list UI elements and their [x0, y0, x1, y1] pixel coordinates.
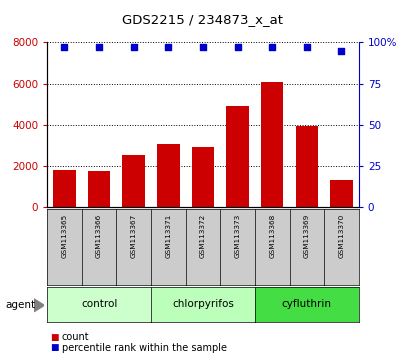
Bar [157, 144, 179, 207]
Text: GSM113366: GSM113366 [96, 214, 102, 258]
Text: GSM113367: GSM113367 [130, 214, 136, 258]
Bar [53, 170, 76, 207]
Bar [226, 106, 248, 207]
Point [61, 45, 67, 50]
Bar [88, 171, 110, 207]
Point [337, 48, 344, 53]
Text: GDS2215 / 234873_x_at: GDS2215 / 234873_x_at [122, 13, 283, 26]
Point [199, 45, 206, 50]
Point [130, 45, 137, 50]
Text: chlorpyrifos: chlorpyrifos [172, 299, 233, 309]
Text: cyfluthrin: cyfluthrin [281, 299, 331, 309]
Bar [122, 155, 145, 207]
Text: ■: ■ [50, 343, 58, 352]
Text: GSM113369: GSM113369 [303, 214, 309, 258]
Text: percentile rank within the sample: percentile rank within the sample [61, 343, 226, 353]
Text: GSM113373: GSM113373 [234, 214, 240, 258]
Point [303, 45, 309, 50]
Bar [260, 81, 283, 207]
Text: control: control [81, 299, 117, 309]
Text: agent: agent [5, 300, 35, 310]
Text: GSM113368: GSM113368 [269, 214, 274, 258]
Point [234, 45, 240, 50]
Point [165, 45, 171, 50]
Bar [295, 126, 317, 207]
Bar [191, 147, 213, 207]
Point [268, 45, 275, 50]
Text: GSM113372: GSM113372 [200, 214, 205, 258]
Point [96, 45, 102, 50]
Bar [329, 180, 352, 207]
Text: ■: ■ [50, 332, 58, 342]
Text: GSM113365: GSM113365 [61, 214, 67, 258]
Text: GSM113370: GSM113370 [337, 214, 344, 258]
Text: count: count [61, 332, 89, 342]
Polygon shape [34, 299, 44, 312]
Text: GSM113371: GSM113371 [165, 214, 171, 258]
